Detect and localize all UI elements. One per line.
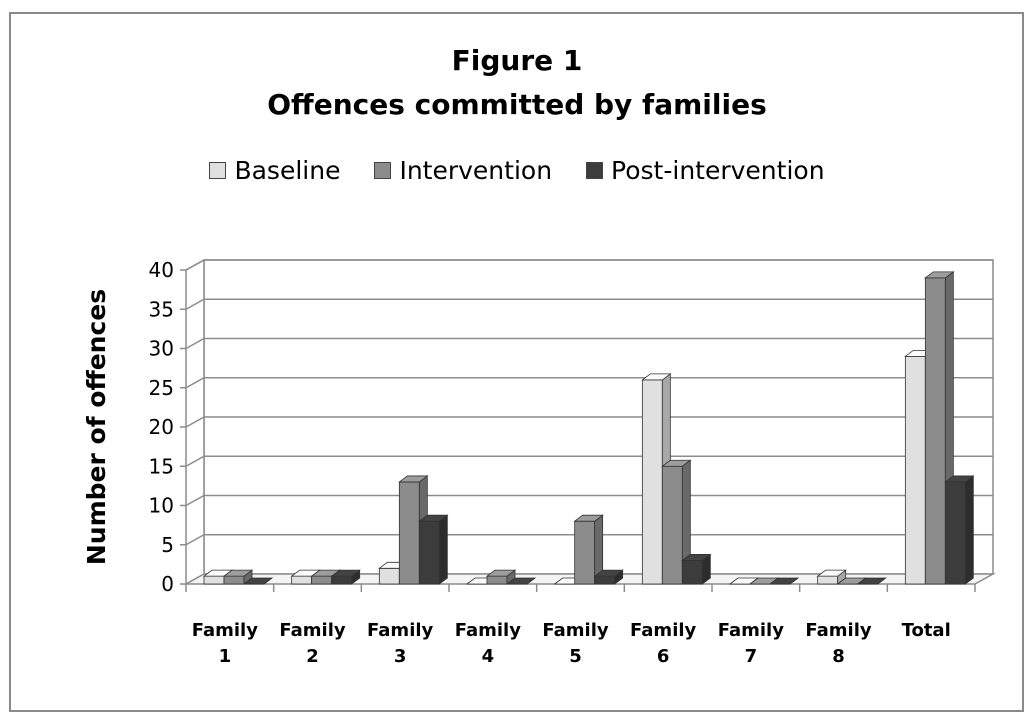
bar-baseline-9 [905,356,925,584]
x-tick-label: 4 [482,646,495,667]
y-tick-label: 5 [161,533,174,557]
x-tick-label: Family [718,620,784,641]
x-tick-label: 1 [219,646,232,667]
x-tick-label: 7 [745,646,758,667]
bar-post-intervention-6 [682,560,702,584]
x-tick-label: Family [805,620,871,641]
y-tick-label: 10 [149,494,174,518]
bar-post-intervention-9 [945,482,965,584]
x-tick-label: Family [455,620,521,641]
bar-post-intervention-5 [595,576,615,584]
bar-baseline-1 [204,576,224,584]
bar-post-intervention-2 [332,576,352,584]
y-tick-label: 15 [149,454,174,478]
bar-intervention-3 [399,482,419,584]
x-tick-label: Family [542,620,608,641]
bar-side [439,515,447,584]
bar-intervention-1 [224,576,244,584]
bar-baseline-3 [379,568,399,584]
y-tick-label: 25 [149,376,174,400]
y-tick-label: 40 [149,258,174,282]
x-tick-label: 6 [657,646,670,667]
x-tick-label: Family [630,620,696,641]
bar-baseline-8 [818,576,838,584]
x-tick-label: 2 [306,646,319,667]
y-tick-label: 35 [149,297,174,321]
bar-side [965,476,973,584]
bar-intervention-4 [487,576,507,584]
y-tick-label: 30 [149,337,174,361]
bar-intervention-9 [925,278,945,584]
x-tick-label: Family [192,620,258,641]
x-tick-label: Family [367,620,433,641]
x-tick-label: 5 [569,646,582,667]
bar-intervention-2 [312,576,332,584]
y-tick-label: 0 [161,572,174,596]
bar-baseline-6 [642,380,662,584]
y-axis-title: Number of offences [82,289,111,565]
bar-intervention-5 [575,521,595,584]
bar-baseline-2 [292,576,312,584]
x-tick-label: Family [279,620,345,641]
x-tick-label: Total [902,620,951,641]
y-tick-label: 20 [149,415,174,439]
x-tick-label: 3 [394,646,407,667]
bar-post-intervention-3 [419,521,439,584]
x-tick-label: 8 [832,646,845,667]
bar-intervention-6 [662,466,682,584]
